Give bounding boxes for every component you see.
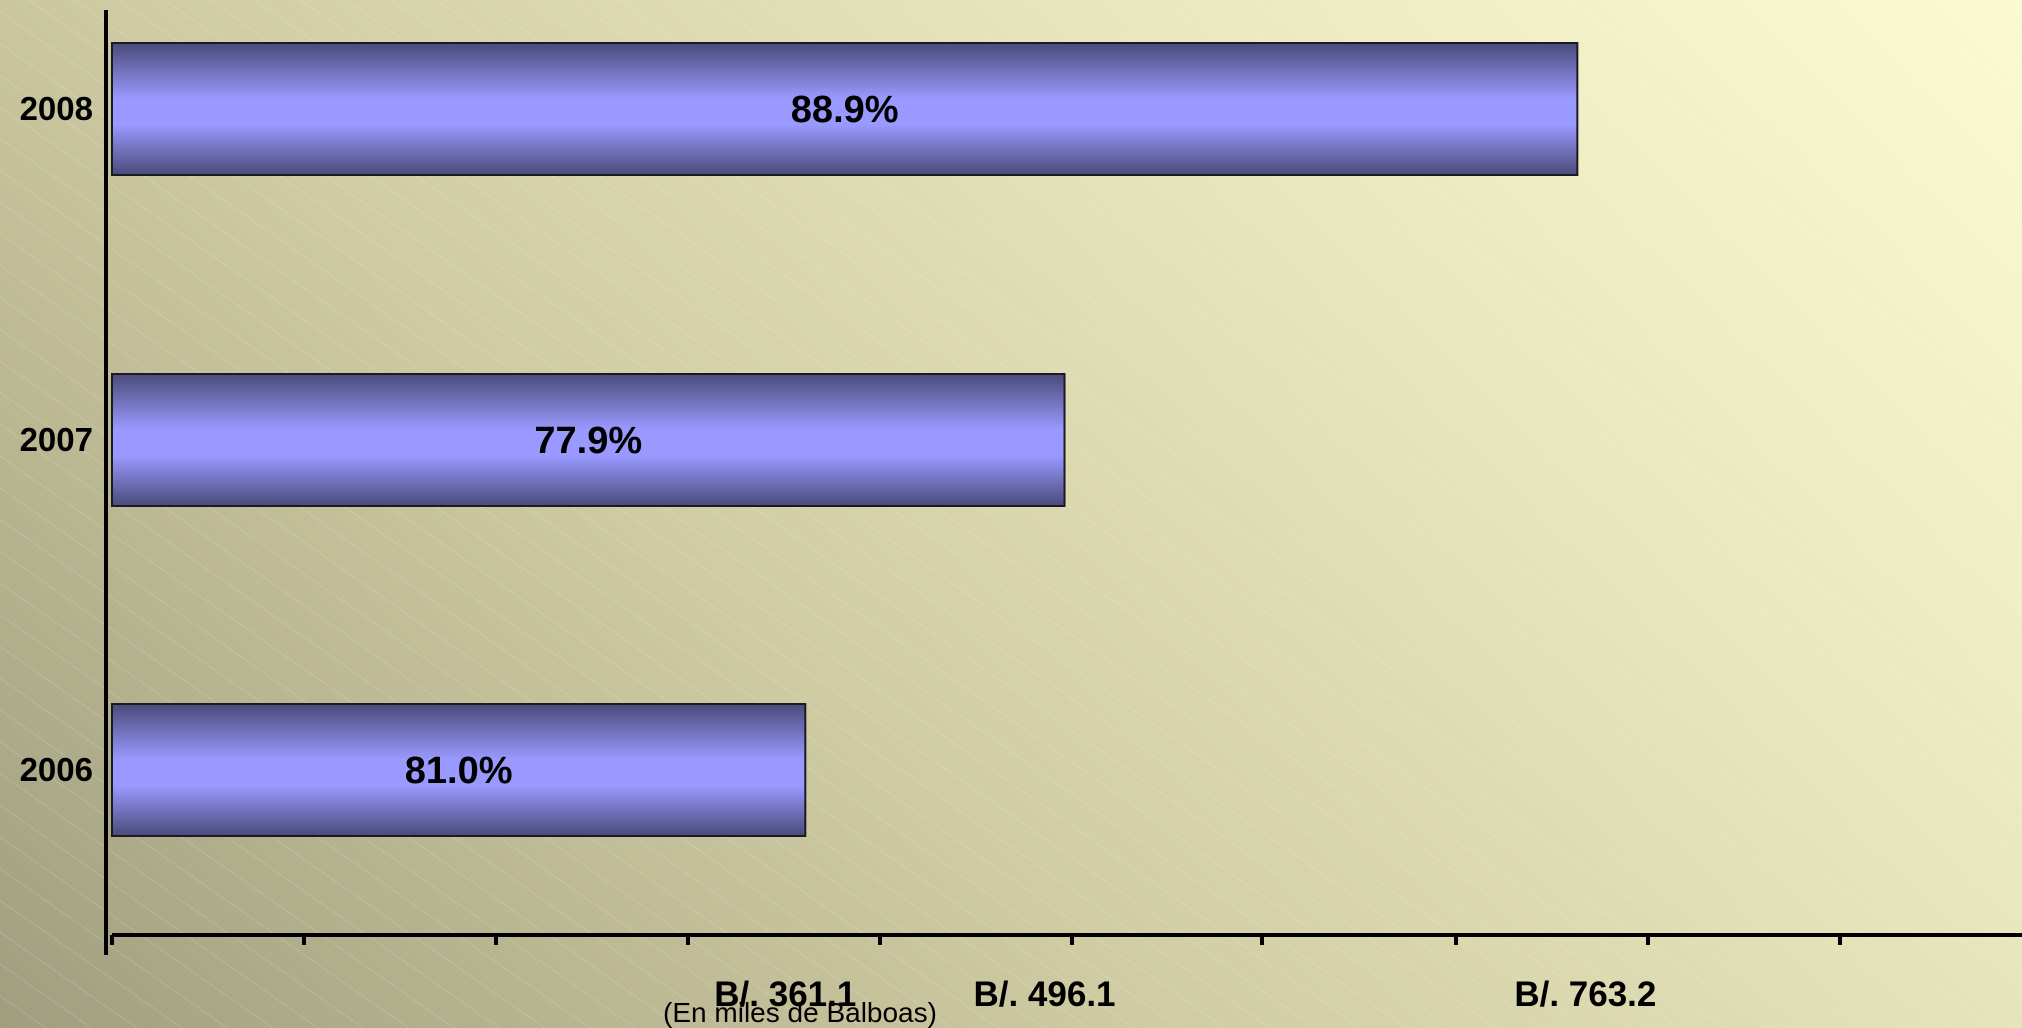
data-label-2006: 81.0%: [405, 750, 513, 792]
bar-2007: [111, 373, 1066, 507]
category-label-2006: 2006: [20, 751, 93, 788]
x-tick-label-2006: B/. 361.1: [714, 975, 856, 1014]
bar-2006: [111, 703, 807, 837]
category-label-2007: 2007: [20, 421, 93, 458]
data-label-2008: 88.9%: [791, 89, 899, 131]
x-axis-title: (En miles de Balboas): [663, 997, 937, 1028]
category-label-2008: 2008: [20, 90, 93, 127]
x-tick-label-2008: B/. 763.2: [1514, 975, 1656, 1014]
data-label-2007: 77.9%: [534, 420, 642, 462]
x-tick-label-2007: B/. 496.1: [973, 975, 1115, 1014]
bar-2008: [111, 42, 1579, 176]
